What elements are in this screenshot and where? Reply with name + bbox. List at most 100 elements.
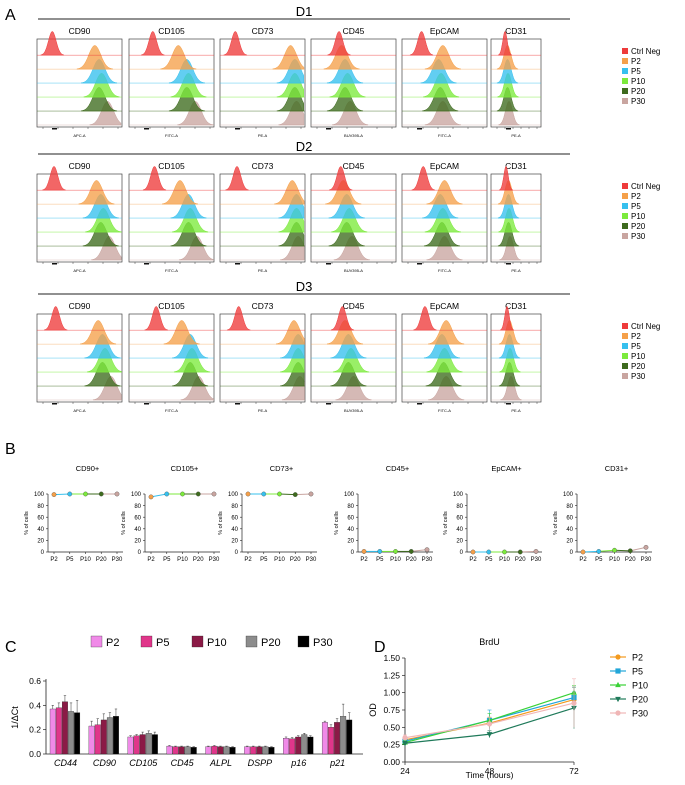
bar [256,746,263,755]
axis-gate-mark [235,403,240,405]
x-tick-label: ALPL [209,758,232,768]
legend-swatch [622,213,628,219]
donor-title: D1 [296,4,313,19]
x-tick-label: 72 [569,766,579,776]
axis-gate-mark [506,128,511,130]
axis-gate-mark [235,128,240,130]
legend-label: P5 [631,342,641,351]
x-tick-label: P10 [80,557,91,563]
x-tick-label: 48 [485,766,495,776]
histogram-peak [141,31,165,56]
legend-swatch [622,373,628,379]
x-tick-label: CD44 [54,758,77,768]
marker-title: CD45 [343,161,365,171]
y-tick-label: 40 [231,527,238,533]
panel-title: CD90+ [76,464,100,473]
bar [283,738,289,755]
x-axis-label: Time (hours) [466,770,514,780]
data-point [67,491,73,497]
histogram-xlabel: BUV395-A [344,133,363,138]
panel-title: CD73+ [270,464,294,473]
histogram-peak [409,31,434,56]
axis-gate-mark [326,403,331,405]
axis-gate-mark [52,263,57,265]
axis-gate-mark [326,263,331,265]
panel-label-c: C [5,639,17,656]
y-tick-label: 0.2 [29,725,41,735]
y-tick-label: 40 [456,527,463,533]
x-tick-label: CD105 [129,758,158,768]
data-point [408,549,414,554]
histogram-xlabel: PE-A [258,268,268,273]
x-tick-label: P20 [96,557,107,563]
series-line [630,546,647,552]
series-line [489,707,575,735]
histogram-peak [272,45,305,70]
bar [217,746,224,755]
x-tick-label: P30 [209,557,220,563]
histogram-xlabel: PE-A [511,408,521,413]
histogram-peak [411,166,435,191]
histogram-xlabel: FITC-A [438,268,451,273]
x-tick-label: P10 [609,557,620,563]
y-tick-label: 0.75 [383,705,400,715]
x-tick-label: P5 [595,557,603,563]
bar [178,746,185,755]
histogram-peak [163,320,200,345]
legend-swatch [622,183,628,189]
bar [49,708,56,755]
y-tick-label: 100 [131,492,142,498]
y-tick-label: 100 [453,492,464,498]
histogram-peak [426,180,463,205]
histogram-peak [413,306,437,331]
bar [88,725,95,755]
histogram-peak [76,45,113,70]
histogram-xlabel: PE-A [258,133,268,138]
axis-gate-mark [417,403,422,405]
data-point [612,547,617,553]
legend-label: P30 [631,232,646,241]
x-tick-label: P30 [422,557,433,563]
data-point [83,491,88,497]
histogram-peak [172,334,209,359]
legend-label: P30 [631,97,646,106]
panel-label-b: B [5,441,16,458]
bar [244,746,251,755]
y-tick-label: 60 [134,515,141,521]
series-line [404,723,490,739]
x-tick-label: P20 [515,557,526,563]
axis-gate-mark [52,403,57,405]
legend-label: P10 [207,637,227,649]
legend-swatch [622,323,628,329]
y-tick-label: 40 [347,527,354,533]
legend-swatch [622,233,628,239]
histogram-xlabel: APC-A [73,133,86,138]
brdu-line-chart: BrdU 0.00 0.25 0.50 0.75 1.00 1.25 1.50 OD 24 48 72… [368,637,648,780]
x-tick-label: P2 [50,557,58,563]
bar [223,746,230,755]
data-point [51,492,57,497]
data-point [361,549,367,554]
legend-label: Ctrl Neg [631,322,660,331]
data-point [643,545,649,550]
histogram-peak [329,166,353,191]
y-tick-label: 40 [134,527,141,533]
bar [166,745,173,755]
legend-label: P30 [313,637,333,649]
legend-swatch [622,223,628,229]
x-tick-label: P30 [306,557,317,563]
y-axis-label: % of cells [218,511,224,535]
panel-label-d: D [374,639,386,656]
x-tick-label: P2 [244,557,252,563]
legend-swatch [622,343,628,349]
panel-title: EpCAM+ [491,464,522,473]
bar [151,734,158,755]
series-line [150,493,167,498]
x-tick-label: P2 [469,557,477,563]
histogram-xlabel: PE-A [511,133,521,138]
y-tick-label: 80 [37,504,44,510]
legend-label: Ctrl Neg [631,47,660,56]
data-point [486,732,493,738]
data-point [470,549,476,555]
